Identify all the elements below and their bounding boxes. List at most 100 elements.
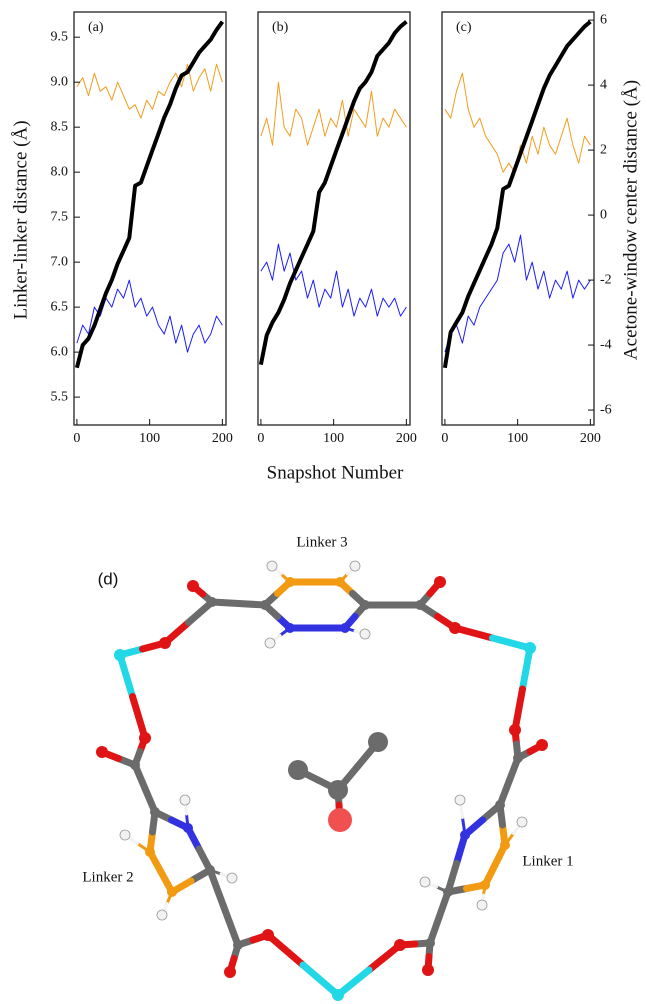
atom	[183, 823, 193, 833]
linker-label: Linker 1	[522, 853, 573, 869]
bond	[129, 693, 149, 742]
linker-label: Linker 2	[82, 869, 133, 885]
panel-label: (c)	[456, 20, 472, 35]
atom	[419, 876, 431, 888]
atom	[145, 847, 155, 857]
atom	[260, 600, 270, 610]
panel-label: (b)	[272, 20, 289, 35]
atom	[285, 623, 295, 633]
x-tick-label: 200	[580, 431, 601, 446]
atom	[233, 940, 243, 950]
bond	[511, 685, 526, 734]
atom	[480, 880, 490, 890]
y2-tick-label: -6	[600, 402, 612, 417]
y-tick-label: 8.0	[51, 164, 69, 179]
y2-tick-label: -4	[600, 337, 612, 352]
y-tick-label: 8.5	[51, 119, 69, 134]
data-line	[260, 243, 407, 317]
atom	[328, 780, 348, 800]
atom	[425, 938, 435, 948]
bond	[334, 966, 373, 999]
x-tick-label: 0	[441, 431, 448, 446]
data-line	[76, 63, 223, 119]
atom	[224, 966, 236, 978]
bond	[365, 941, 404, 974]
atom	[495, 800, 505, 810]
atom	[207, 597, 217, 607]
data-line	[260, 81, 407, 146]
bond	[451, 624, 496, 642]
atom	[328, 808, 352, 832]
atom	[360, 600, 370, 610]
y2-axis-label: Acetone-window center distance (Å)	[620, 80, 641, 360]
bond	[519, 644, 534, 693]
y2-tick-label: 4	[600, 77, 607, 92]
atom	[264, 637, 276, 649]
atom	[536, 739, 548, 751]
atom	[150, 807, 160, 817]
plot-frame	[441, 11, 595, 426]
atom	[130, 760, 140, 770]
y-tick-label: 6.5	[51, 299, 69, 314]
atom	[394, 939, 406, 951]
atom	[332, 989, 344, 1001]
y2-tick-label: -2	[600, 272, 612, 287]
atom	[159, 637, 171, 649]
bond	[264, 931, 307, 969]
atom	[266, 560, 278, 572]
linker-label: Linker 3	[296, 534, 347, 550]
atom	[96, 746, 108, 758]
x-axis-label: Snapshot Number	[267, 462, 404, 483]
y-axis-label: Linker-linker distance (Å)	[10, 120, 31, 319]
data-line	[442, 20, 592, 369]
atom	[205, 865, 215, 875]
data-line	[258, 20, 408, 365]
atom	[156, 909, 168, 921]
atom	[288, 760, 308, 780]
atom	[509, 724, 521, 736]
atom	[285, 577, 295, 587]
atom	[524, 642, 536, 654]
x-tick-label: 100	[507, 431, 528, 446]
bond	[220, 904, 242, 949]
atom	[119, 829, 131, 841]
panel-label: (d)	[98, 569, 119, 588]
y-tick-label: 9.5	[51, 29, 69, 44]
x-tick-label: 100	[139, 431, 160, 446]
plot-frame	[73, 11, 227, 426]
atom	[454, 794, 466, 806]
data-line	[76, 279, 223, 353]
bond	[185, 598, 216, 626]
data-line	[74, 20, 225, 369]
bond	[206, 866, 228, 911]
data-line	[444, 234, 591, 353]
atom	[443, 887, 453, 897]
atom	[434, 576, 446, 588]
bond	[116, 651, 136, 700]
atom	[513, 753, 523, 763]
atom	[179, 794, 191, 806]
atom	[167, 887, 177, 897]
atom	[449, 622, 461, 634]
atom	[476, 899, 488, 911]
y-tick-label: 7.5	[51, 209, 69, 224]
atom	[349, 560, 361, 572]
plot-frame	[257, 11, 411, 426]
y2-tick-label: 6	[600, 12, 607, 27]
y-tick-label: 7.0	[51, 254, 69, 269]
atom	[114, 649, 126, 661]
atom	[139, 732, 151, 744]
x-tick-label: 0	[73, 431, 80, 446]
atom	[422, 964, 434, 976]
bond	[489, 634, 534, 652]
atom	[187, 580, 199, 592]
y2-tick-label: 2	[600, 142, 607, 157]
x-tick-label: 100	[323, 431, 344, 446]
y-tick-label: 5.5	[51, 389, 69, 404]
atom	[415, 600, 425, 610]
y-tick-label: 6.0	[51, 344, 69, 359]
atom	[368, 732, 388, 752]
atom	[359, 628, 371, 640]
atom	[516, 816, 528, 828]
